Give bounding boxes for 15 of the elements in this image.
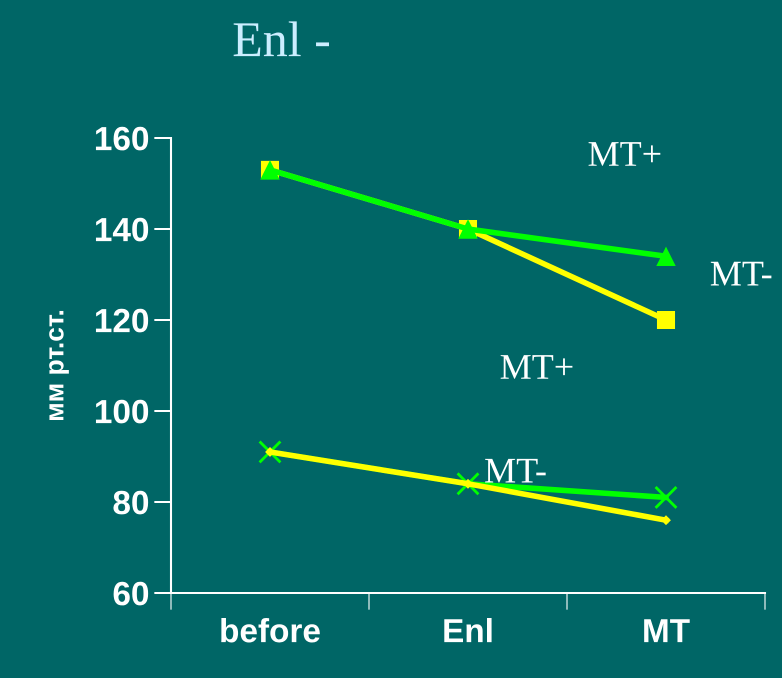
y-axis-title: мм рт.ст. <box>49 310 69 420</box>
x-tick-label: Enl <box>444 618 492 642</box>
x-tick-label: before <box>221 618 320 642</box>
y-tick-label: 160 <box>96 126 148 150</box>
y-tick-label: 140 <box>96 218 148 242</box>
chart-title: Enl - <box>234 21 330 56</box>
annotation: MT- <box>485 458 546 482</box>
annotation: MT+ <box>588 142 660 166</box>
annotation: MT+ <box>500 355 572 379</box>
y-tick-label: 60 <box>114 582 148 606</box>
annotation: MT- <box>710 262 772 286</box>
y-tick-label: 80 <box>113 490 148 514</box>
y-tick-label: 100 <box>96 400 148 424</box>
x-tick-label: MT <box>644 619 690 642</box>
y-tick-label: 120 <box>96 308 148 332</box>
